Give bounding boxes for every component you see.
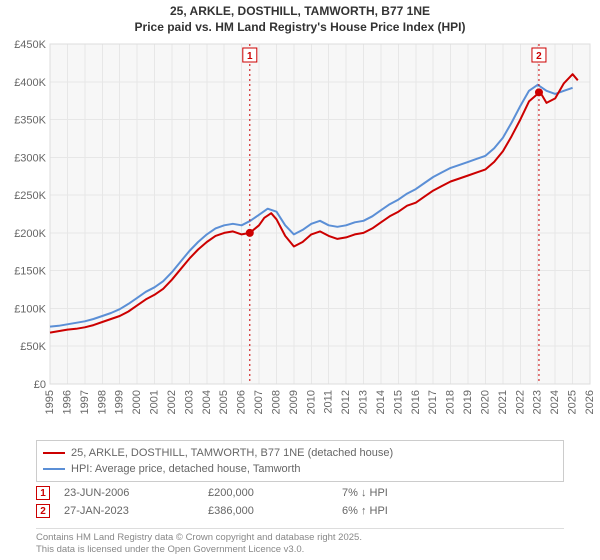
credits-line-2: This data is licensed under the Open Gov… [36, 544, 564, 556]
svg-text:2010: 2010 [305, 390, 317, 414]
title-line-1: 25, ARKLE, DOSTHILL, TAMWORTH, B77 1NE [0, 4, 600, 20]
svg-text:2008: 2008 [270, 390, 282, 414]
svg-text:2001: 2001 [149, 390, 161, 414]
svg-text:2024: 2024 [549, 390, 561, 414]
svg-text:2021: 2021 [497, 390, 509, 414]
event-date: 23-JUN-2006 [64, 487, 194, 499]
svg-text:2003: 2003 [183, 390, 195, 414]
svg-text:2000: 2000 [131, 390, 143, 414]
event-hpi-delta: 7% ↓ HPI [342, 487, 564, 499]
svg-text:2006: 2006 [236, 390, 248, 414]
svg-text:2026: 2026 [584, 390, 594, 414]
legend-row: HPI: Average price, detached house, Tamw… [43, 461, 557, 477]
event-row: 2 27-JAN-2023 £386,000 6% ↑ HPI [36, 502, 564, 520]
event-marker-icon: 1 [36, 486, 50, 500]
title-line-2: Price paid vs. HM Land Registry's House … [0, 20, 600, 36]
svg-text:2012: 2012 [340, 390, 352, 414]
svg-text:2007: 2007 [253, 390, 265, 414]
svg-text:£250K: £250K [14, 190, 46, 202]
svg-text:1: 1 [247, 51, 253, 62]
event-table: 1 23-JUN-2006 £200,000 7% ↓ HPI 2 27-JAN… [36, 484, 564, 520]
legend-label: HPI: Average price, detached house, Tamw… [71, 463, 301, 475]
event-price: £200,000 [208, 487, 328, 499]
svg-text:£300K: £300K [14, 152, 46, 164]
line-chart-svg: £0 £50K £100K £150K £200K £250K £300K £350K £400… [6, 38, 594, 428]
svg-text:£100K: £100K [14, 303, 46, 315]
legend-swatch [43, 452, 65, 454]
credits-line-1: Contains HM Land Registry data © Crown c… [36, 532, 564, 544]
svg-text:2016: 2016 [410, 390, 422, 414]
legend-swatch [43, 468, 65, 470]
legend-label: 25, ARKLE, DOSTHILL, TAMWORTH, B77 1NE (… [71, 447, 393, 459]
svg-text:1998: 1998 [96, 390, 108, 414]
svg-text:2022: 2022 [514, 390, 526, 414]
svg-text:£200K: £200K [14, 228, 46, 240]
svg-text:2005: 2005 [218, 390, 230, 414]
svg-text:£450K: £450K [14, 39, 46, 51]
svg-text:2019: 2019 [462, 390, 474, 414]
event-marker-icon: 2 [36, 504, 50, 518]
event-date: 27-JAN-2023 [64, 505, 194, 517]
svg-text:2002: 2002 [166, 390, 178, 414]
svg-text:2017: 2017 [427, 390, 439, 414]
svg-text:1997: 1997 [79, 390, 91, 414]
svg-text:2015: 2015 [392, 390, 404, 414]
svg-text:2020: 2020 [479, 390, 491, 414]
svg-text:£50K: £50K [20, 341, 46, 353]
svg-text:£400K: £400K [14, 77, 46, 89]
chart-title: 25, ARKLE, DOSTHILL, TAMWORTH, B77 1NE P… [0, 4, 600, 35]
svg-text:2009: 2009 [288, 390, 300, 414]
svg-text:£350K: £350K [14, 115, 46, 127]
credits: Contains HM Land Registry data © Crown c… [36, 528, 564, 556]
event-price: £386,000 [208, 505, 328, 517]
legend-row: 25, ARKLE, DOSTHILL, TAMWORTH, B77 1NE (… [43, 445, 557, 461]
svg-text:1999: 1999 [114, 390, 126, 414]
svg-text:2011: 2011 [323, 390, 335, 414]
svg-text:2014: 2014 [375, 390, 387, 414]
svg-text:1995: 1995 [44, 390, 56, 414]
svg-text:2018: 2018 [445, 390, 457, 414]
event-row: 1 23-JUN-2006 £200,000 7% ↓ HPI [36, 484, 564, 502]
svg-text:2004: 2004 [201, 390, 213, 414]
legend: 25, ARKLE, DOSTHILL, TAMWORTH, B77 1NE (… [36, 440, 564, 482]
svg-text:1996: 1996 [61, 390, 73, 414]
svg-text:£150K: £150K [14, 266, 46, 278]
svg-text:£0: £0 [34, 379, 46, 391]
svg-text:2013: 2013 [358, 390, 370, 414]
svg-text:2025: 2025 [567, 390, 579, 414]
svg-text:2023: 2023 [532, 390, 544, 414]
event-hpi-delta: 6% ↑ HPI [342, 505, 564, 517]
chart-area: £0 £50K £100K £150K £200K £250K £300K £350K £400… [6, 38, 594, 428]
svg-text:2: 2 [536, 51, 542, 62]
